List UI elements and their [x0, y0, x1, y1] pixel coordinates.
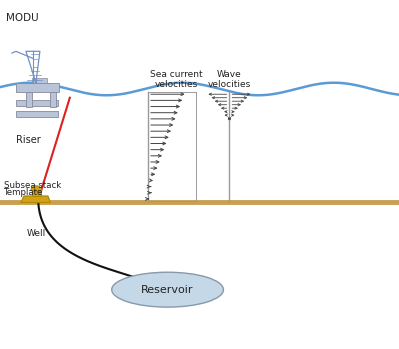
FancyBboxPatch shape	[32, 78, 47, 83]
FancyBboxPatch shape	[32, 191, 41, 196]
Text: Riser: Riser	[16, 135, 41, 144]
FancyBboxPatch shape	[50, 92, 56, 107]
FancyBboxPatch shape	[16, 83, 59, 92]
Text: Reservoir: Reservoir	[141, 285, 194, 295]
Text: Subsea stack: Subsea stack	[4, 181, 61, 190]
FancyBboxPatch shape	[16, 111, 58, 117]
Text: Sea current
velocities: Sea current velocities	[150, 69, 202, 89]
Text: MODU: MODU	[6, 13, 39, 23]
FancyBboxPatch shape	[16, 100, 58, 106]
Text: Wave
velocities: Wave velocities	[208, 69, 251, 89]
Polygon shape	[21, 196, 50, 202]
Ellipse shape	[112, 272, 223, 307]
Text: Well: Well	[27, 229, 46, 238]
FancyBboxPatch shape	[26, 92, 32, 107]
Wedge shape	[31, 186, 42, 191]
Text: Template: Template	[4, 188, 43, 197]
